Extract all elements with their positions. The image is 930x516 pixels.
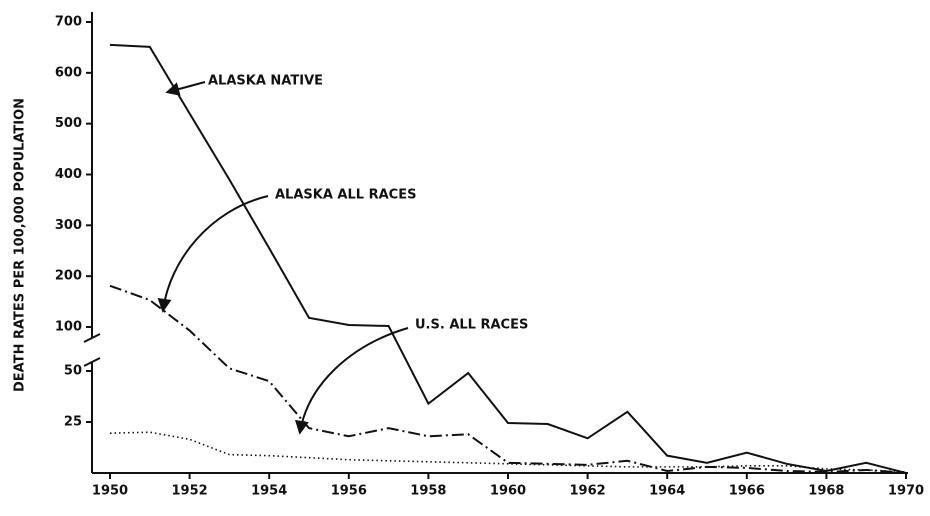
y-tick-label: 100 — [55, 320, 82, 335]
x-tick-label: 1962 — [570, 484, 606, 499]
x-tick-label: 1966 — [729, 484, 765, 499]
x-tick-label: 1950 — [92, 484, 128, 499]
y-axis-label: DEATH RATES PER 100,000 POPULATION — [13, 98, 28, 392]
y-tick-label: 600 — [55, 65, 82, 80]
x-tick-label: 1958 — [410, 484, 446, 499]
y-tick-label: 500 — [55, 116, 82, 131]
series-line — [109, 431, 907, 473]
arrow — [294, 327, 409, 435]
series-line — [109, 284, 907, 474]
arrow — [157, 195, 269, 313]
annotation: ALASKA ALL RACES — [275, 188, 416, 203]
y-tick-label: 300 — [55, 218, 82, 233]
axis-break — [83, 333, 101, 367]
x-tick-label: 1952 — [172, 484, 208, 499]
annotation: U.S. ALL RACES — [415, 318, 528, 333]
y-tick-label: 400 — [55, 167, 82, 182]
annotation: ALASKA NATIVE — [208, 74, 323, 89]
x-tick-label: 1960 — [490, 484, 526, 499]
y-tick-label: 50 — [64, 364, 82, 379]
series-line — [109, 43, 907, 474]
x-tick-label: 1970 — [888, 484, 924, 499]
y-tick-label: 700 — [55, 15, 82, 30]
x-tick-label: 1956 — [331, 484, 367, 499]
x-tick-label: 1954 — [251, 484, 287, 499]
y-tick-label: 25 — [64, 415, 82, 430]
arrow — [165, 81, 206, 96]
x-tick-label: 1968 — [808, 484, 844, 499]
x-tick-label: 1964 — [649, 484, 685, 499]
y-tick-label: 200 — [55, 269, 82, 284]
